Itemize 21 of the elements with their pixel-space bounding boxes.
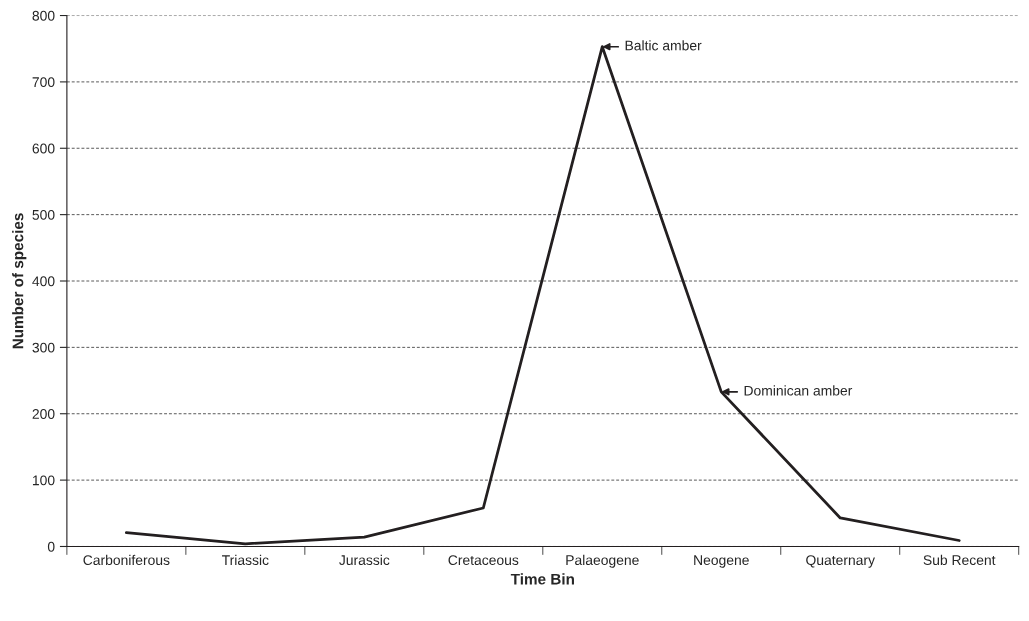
y-tick-label: 300	[32, 342, 55, 353]
x-tick-label: Quaternary	[806, 555, 875, 568]
y-tick-label: 800	[32, 10, 55, 21]
y-tick-label: 400	[32, 276, 55, 287]
y-tick-label: 0	[47, 541, 55, 552]
y-tick-label: 600	[32, 143, 55, 154]
x-tick-label: Palaeogene	[566, 554, 639, 568]
x-axis-title: Time Bin	[510, 573, 574, 585]
x-tick-label: Neogene	[694, 555, 749, 568]
annotation: Dominican amber	[744, 385, 853, 396]
x-tick-label: Cretaceous	[448, 555, 519, 566]
y-axis-title: Number of species	[12, 213, 27, 349]
x-tick-label: Carboniferous	[83, 554, 170, 566]
y-tick-label: 500	[32, 209, 55, 220]
annotation: Baltic amber	[625, 40, 702, 51]
x-tick-label: Sub Recent	[923, 554, 996, 566]
y-tick-label: 700	[32, 77, 55, 88]
y-tick-label: 100	[32, 475, 55, 486]
x-tick-label: Jurassic	[339, 554, 390, 566]
x-tick-label: Triassic	[222, 554, 269, 566]
y-tick-label: 200	[32, 409, 55, 419]
